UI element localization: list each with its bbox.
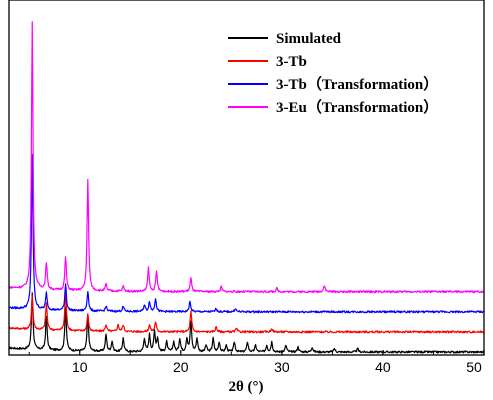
series-line (8, 21, 485, 294)
series-line (8, 153, 485, 314)
legend-label: Simulated (276, 31, 342, 47)
x-tick-label: 20 (173, 359, 189, 375)
legend-label: 3-Tb（Transformation） (276, 75, 438, 93)
legend-label: 3-Tb (276, 54, 307, 70)
x-axis-title: 2θ (°) (228, 379, 263, 395)
series-traces (8, 21, 485, 354)
series-line (8, 290, 485, 334)
x-axis-ticks: 10 20 30 40 50 (28, 350, 485, 375)
x-tick-label: 30 (274, 359, 290, 375)
legend-label: 3-Eu（Transformation） (276, 98, 438, 116)
x-tick-label: 50 (466, 359, 482, 375)
series-line (8, 292, 485, 354)
x-tick-label: 10 (72, 359, 88, 375)
plot-frame (8, 0, 485, 356)
x-tick-label: 40 (375, 359, 391, 375)
legend: Simulated 3-Tb 3-Tb（Transformation） 3-Eu（Tr… (228, 31, 438, 116)
